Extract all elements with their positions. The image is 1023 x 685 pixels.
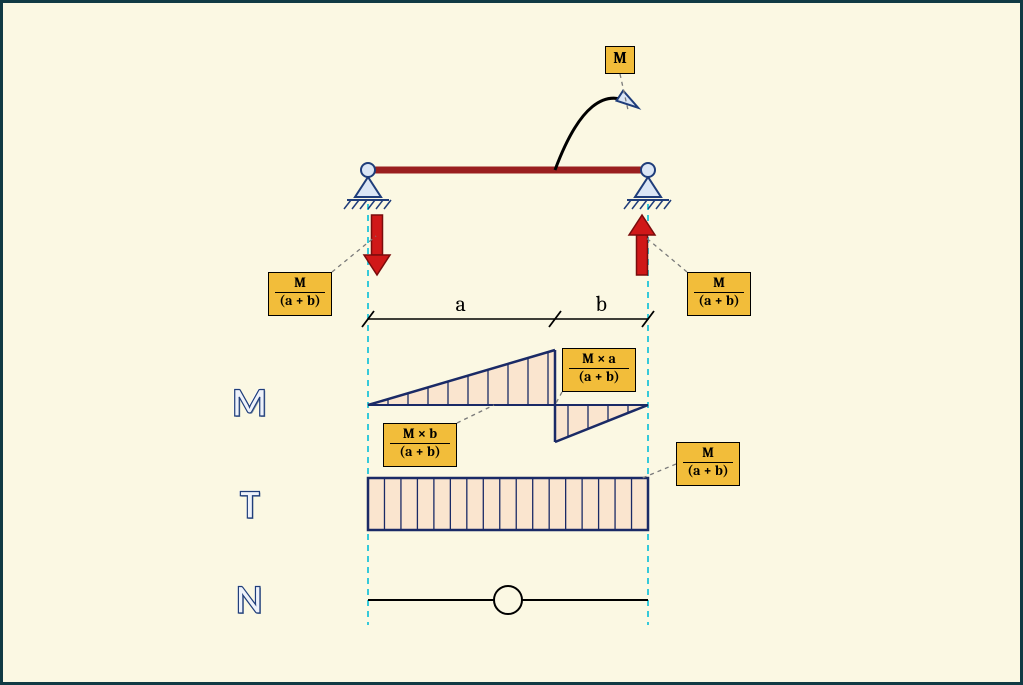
label-reaction-right: M(a + b) — [687, 272, 751, 316]
label-reaction-left: M(a + b) — [268, 272, 332, 316]
dimension-label-b: b — [596, 291, 607, 317]
label-applied-moment: M — [605, 46, 635, 74]
label-moment-top: M × a(a + b) — [562, 348, 636, 392]
label-moment-bottom: M × b(a + b) — [383, 423, 457, 467]
label-shear-value: M(a + b) — [676, 442, 740, 486]
shear-diagram — [368, 478, 648, 530]
section-label-moment: M — [232, 378, 267, 427]
section-label-shear: T — [240, 480, 260, 529]
section-label-normal: N — [236, 575, 262, 624]
dimension-label-a: a — [456, 291, 466, 317]
